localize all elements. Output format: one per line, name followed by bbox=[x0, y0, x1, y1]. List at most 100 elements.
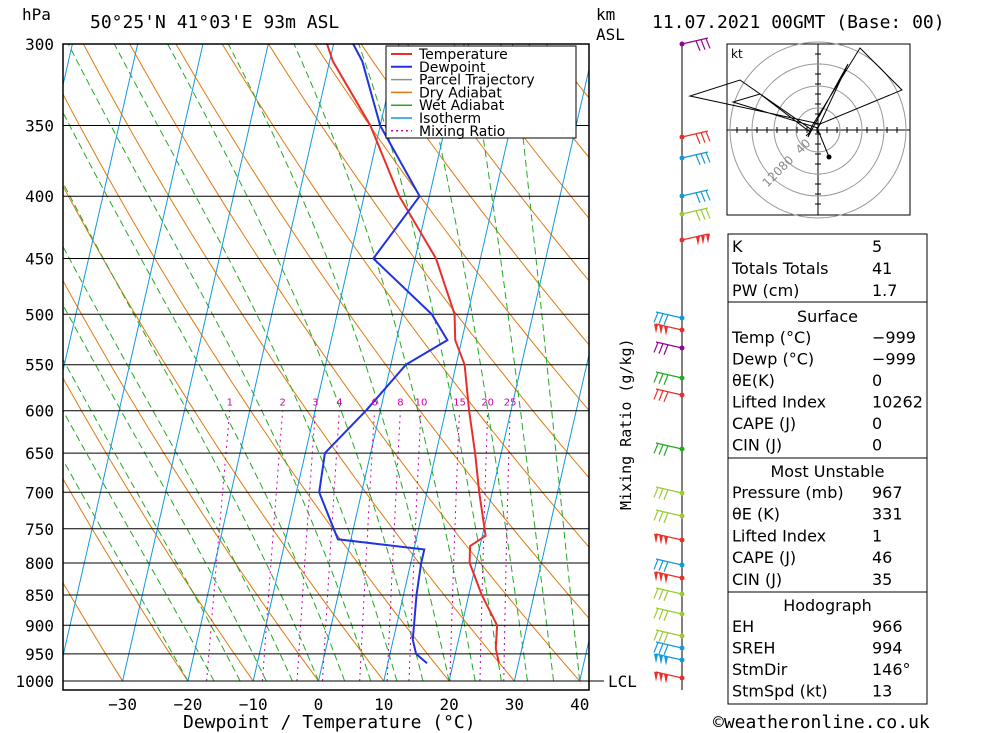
wind-barb-feather bbox=[653, 372, 659, 383]
wet-adiabat-line bbox=[227, 44, 450, 682]
index-label: CIN (J) bbox=[732, 570, 782, 589]
mixing-ratio-line bbox=[296, 410, 316, 682]
mixing-ratio-label-15: 15 bbox=[453, 398, 466, 409]
index-value: 13 bbox=[872, 682, 892, 701]
wet-adiabat-line bbox=[63, 111, 346, 682]
temp-tick--20: −20 bbox=[173, 695, 202, 714]
wind-barb-staff bbox=[655, 311, 683, 319]
index-value: 35 bbox=[872, 570, 892, 589]
sounding-series bbox=[318, 44, 500, 664]
mixing-ratio-label-8: 8 bbox=[397, 398, 403, 409]
temperature-line bbox=[326, 44, 500, 664]
wind-barb-feather bbox=[695, 154, 701, 165]
index-value: 966 bbox=[872, 617, 903, 636]
isotherm-line bbox=[0, 44, 7, 681]
index-label: Totals Totals bbox=[731, 259, 829, 278]
wind-barb-feather bbox=[700, 132, 706, 143]
pressure-tick-850: 850 bbox=[25, 586, 54, 605]
wind-barb-staff bbox=[681, 189, 709, 197]
pressure-tick-550: 550 bbox=[25, 356, 54, 375]
wind-barb-feather bbox=[663, 374, 669, 385]
isotherm-line bbox=[122, 44, 269, 682]
wind-barb-staff bbox=[655, 388, 683, 396]
wind-barb-feather bbox=[658, 560, 664, 571]
wet-adiabat-line bbox=[467, 44, 555, 682]
mixing-ratio-label-4: 4 bbox=[336, 398, 342, 409]
wind-barb-feather bbox=[705, 131, 711, 142]
temp-tick-10: 10 bbox=[374, 695, 393, 714]
wind-barb-staff bbox=[655, 509, 683, 517]
index-section-title: Most Unstable bbox=[771, 462, 885, 481]
hodograph-ring bbox=[795, 107, 841, 153]
mixing-ratio-line bbox=[262, 410, 284, 682]
wind-barb-flag bbox=[654, 571, 658, 582]
mixing-ratio-label-1: 1 bbox=[227, 398, 233, 409]
index-label: Lifted Index bbox=[732, 526, 826, 545]
wind-barb-staff bbox=[681, 151, 709, 159]
hodograph-ring bbox=[773, 85, 863, 175]
temp-tick--30: −30 bbox=[108, 695, 137, 714]
index-value: 967 bbox=[872, 483, 903, 502]
wind-barb-staff bbox=[655, 587, 683, 595]
index-value: 41 bbox=[872, 259, 892, 278]
wind-barb-feather bbox=[700, 39, 706, 50]
datetime-title: 11.07.2021 00GMT (Base: 00) bbox=[652, 12, 945, 33]
wind-barb-feather bbox=[663, 391, 669, 402]
wind-barbs bbox=[653, 37, 711, 684]
index-value: 10262 bbox=[872, 393, 923, 412]
mixing-ratio-line bbox=[408, 410, 422, 682]
wind-barb-feather bbox=[653, 559, 659, 570]
surface-indices-box bbox=[727, 301, 928, 459]
legend-entry: Wet Adiabat bbox=[419, 98, 505, 114]
wind-barb-feather bbox=[653, 588, 659, 599]
wind-barb-feather bbox=[653, 630, 659, 641]
pressure-tick-450: 450 bbox=[25, 250, 54, 269]
wind-barb-flag bbox=[659, 324, 663, 335]
index-value: 1 bbox=[872, 526, 882, 545]
index-value: −999 bbox=[872, 328, 916, 347]
location-title: 50°25'N 41°03'E 93m ASL bbox=[90, 12, 339, 33]
wind-barb-feather bbox=[663, 344, 669, 355]
index-label: CAPE (J) bbox=[732, 548, 796, 567]
index-label: EH bbox=[732, 617, 754, 636]
wind-barb-feather bbox=[663, 512, 669, 523]
wind-barb-feather bbox=[663, 610, 669, 621]
pressure-tick-300: 300 bbox=[25, 35, 54, 54]
wind-barb-flag bbox=[659, 672, 663, 683]
mixing-ratio-label-10: 10 bbox=[415, 398, 428, 409]
wind-barb-feather bbox=[658, 643, 664, 654]
index-label: PW (cm) bbox=[732, 281, 799, 300]
wind-barb-flag bbox=[664, 673, 668, 684]
pressure-tick-800: 800 bbox=[25, 554, 54, 573]
wind-barb-staff bbox=[655, 629, 683, 637]
mixing-ratio-line bbox=[359, 410, 376, 682]
wind-barb-flag bbox=[659, 534, 663, 545]
wind-barb-feather bbox=[653, 342, 659, 353]
mixing-ratio-line bbox=[449, 410, 460, 682]
index-value: 46 bbox=[872, 548, 892, 567]
mixing-ratio-label-6: 6 bbox=[371, 398, 377, 409]
wind-barb-feather bbox=[658, 373, 664, 384]
mixing-ratio-line bbox=[322, 410, 340, 682]
wind-barb-flag bbox=[664, 325, 668, 336]
wind-barb-feather bbox=[653, 608, 659, 619]
pressure-tick-1000: 1000 bbox=[15, 672, 54, 691]
pressure-tick-350: 350 bbox=[25, 117, 54, 136]
dry-adiabat-line bbox=[360, 44, 589, 346]
wind-barb-flag bbox=[664, 535, 668, 546]
index-label: θE(K) bbox=[732, 371, 775, 390]
mixing-ratio-labels: 1 2 3 4 6 8 10 15 20 25 bbox=[227, 398, 517, 409]
dry-adiabat-line bbox=[314, 44, 589, 412]
wind-barb-staff bbox=[681, 207, 709, 215]
isotherm-line bbox=[63, 44, 204, 659]
index-value: 146° bbox=[872, 660, 911, 679]
temp-tick-20: 20 bbox=[439, 695, 458, 714]
pressure-tick-500: 500 bbox=[25, 305, 54, 324]
wet-adiabat-line bbox=[512, 44, 581, 682]
wind-barb-staff bbox=[655, 558, 683, 566]
wind-barb-feather bbox=[653, 487, 659, 498]
wind-barb-staff bbox=[655, 442, 683, 450]
dry-adiabat-line bbox=[63, 581, 124, 682]
